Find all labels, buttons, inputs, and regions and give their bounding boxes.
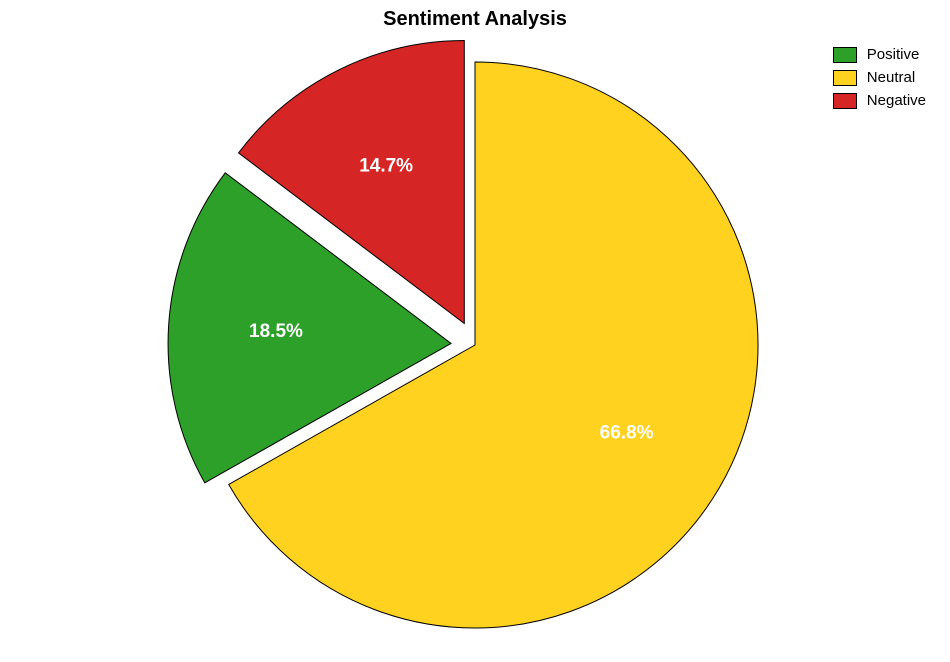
pie-svg: 66.8% 18.5% 14.7% <box>0 0 950 662</box>
slice-label-negative: 14.7% <box>359 155 413 176</box>
legend-swatch-positive <box>833 47 857 63</box>
legend-swatch-negative <box>833 93 857 109</box>
slice-label-positive: 18.5% <box>249 321 303 342</box>
legend-label-positive: Positive <box>867 46 920 63</box>
legend-label-neutral: Neutral <box>867 69 915 86</box>
legend-item-neutral: Neutral <box>833 69 926 86</box>
legend-swatch-neutral <box>833 70 857 86</box>
slice-label-neutral: 66.8% <box>600 422 654 443</box>
legend: Positive Neutral Negative <box>833 46 926 115</box>
legend-label-negative: Negative <box>867 92 926 109</box>
legend-item-positive: Positive <box>833 46 926 63</box>
sentiment-pie-chart: Sentiment Analysis 66.8%18.5%14.7% Posit… <box>0 0 950 662</box>
legend-item-negative: Negative <box>833 92 926 109</box>
